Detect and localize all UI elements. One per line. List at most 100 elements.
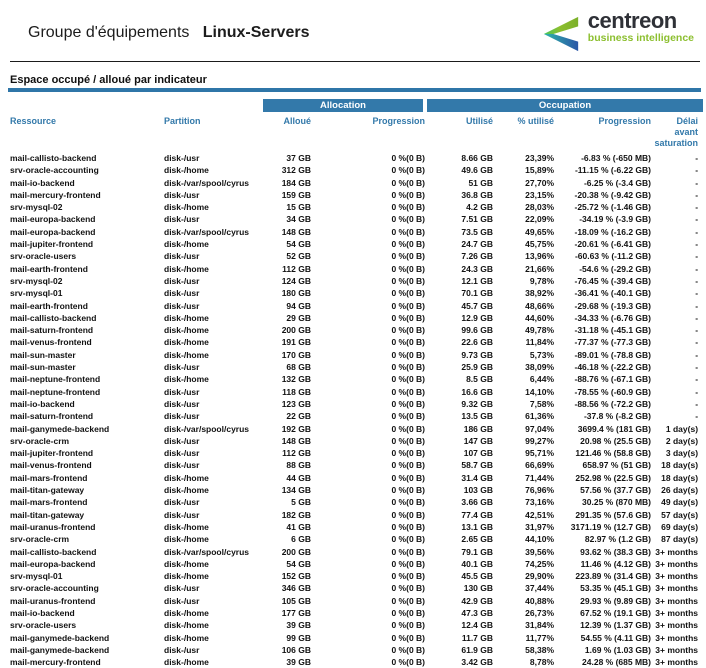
cell-allocation-progression: 0 %(0 B) (391, 263, 426, 274)
logo-brand-text: centreon (587, 8, 677, 33)
cell-used: 12.4 GB (461, 620, 494, 631)
cell-used: 7.26 GB (461, 251, 494, 262)
cell-used-percent: 31,84% (525, 620, 555, 631)
cell-occupation-progression: 3699.4 % (181 GB) (577, 423, 652, 434)
cell-used: 47.3 GB (461, 607, 494, 618)
cell-resource: mail-neptune-frontend (10, 386, 101, 397)
cell-saturation-delay: 3+ months (655, 607, 699, 618)
cell-used: 12.1 GB (461, 275, 494, 286)
cell-allocation-progression: 0 %(0 B) (391, 460, 426, 471)
cell-occupation-progression: 11.46 % (4.12 GB) (580, 558, 652, 569)
cell-allocation-progression: 0 %(0 B) (391, 189, 426, 200)
cell-resource: mail-io-backend (10, 177, 75, 188)
cell-allocated: 6 GB (291, 534, 311, 545)
cell-partition: disk-/usr (164, 288, 200, 299)
cell-allocation-progression: 0 %(0 B) (391, 644, 426, 655)
cell-allocation-progression: 0 %(0 B) (391, 300, 426, 311)
cell-partition: disk-/var/spool/cyrus (164, 423, 250, 434)
cell-allocation-progression: 0 %(0 B) (391, 165, 426, 176)
cell-allocated: 68 GB (286, 362, 311, 373)
cell-occupation-progression: 53.35 % (45.1 GB) (580, 583, 652, 594)
cell-resource: mail-callisto-backend (10, 153, 97, 163)
cell-used-percent: 39,56% (525, 546, 555, 557)
cell-resource: mail-sun-master (10, 362, 76, 373)
cell-allocated: 112 GB (282, 448, 311, 459)
cell-used: 4.2 GB (466, 202, 494, 213)
cell-used: 45.7 GB (461, 300, 494, 311)
cell-partition: disk-/usr (164, 411, 200, 422)
cell-saturation-delay: - (695, 251, 699, 262)
cell-allocation-progression: 0 %(0 B) (391, 312, 426, 323)
cell-used-percent: 44,60% (525, 312, 555, 323)
cell-allocated: 34 GB (286, 214, 311, 225)
cell-allocated: 106 GB (281, 644, 311, 655)
cell-partition: disk-/home (164, 521, 209, 532)
table-row: mail-uranus-frontend disk-/home 41 GB 0 … (10, 521, 703, 533)
column-header-used: Utilisé (466, 116, 494, 126)
cell-used: 36.8 GB (461, 189, 494, 200)
cell-resource: mail-ganymede-backend (10, 423, 110, 434)
cell-saturation-delay: - (695, 386, 699, 397)
cell-allocated: 200 GB (281, 546, 311, 557)
cell-allocated: 134 GB (281, 485, 311, 496)
table-group-header-row: Allocation Occupation (10, 99, 704, 112)
table-row: mail-saturn-frontend disk-/usr 22 GB 0 %… (10, 410, 703, 422)
cell-allocated: 54 GB (286, 239, 311, 250)
cell-occupation-progression: 12.39 % (1.37 GB) (580, 620, 652, 631)
cell-partition: disk-/var/spool/cyrus (164, 546, 250, 557)
table-row: mail-titan-gateway disk-/home 134 GB 0 %… (10, 484, 703, 496)
cell-used-percent: 26,73% (525, 607, 555, 618)
cell-allocated: 52 GB (286, 251, 311, 262)
cell-saturation-delay: - (695, 177, 699, 188)
cell-allocated: 148 GB (281, 226, 311, 237)
cell-occupation-progression: -78.55 % (-60.9 GB) (574, 386, 652, 397)
cell-allocated: 124 GB (281, 275, 311, 286)
cell-saturation-delay: - (695, 337, 699, 348)
cell-allocated: 22 GB (286, 411, 311, 422)
cell-allocation-progression: 0 %(0 B) (391, 411, 426, 422)
cell-used-percent: 27,70% (525, 177, 555, 188)
cell-allocated: 152 GB (281, 571, 311, 582)
cell-used-percent: 11,84% (525, 337, 555, 348)
cell-saturation-delay: - (695, 153, 699, 163)
cell-allocation-progression: 0 %(0 B) (391, 583, 426, 594)
table-row: srv-oracle-crm disk-/usr 148 GB 0 %(0 B)… (10, 435, 703, 447)
table-row: mail-venus-frontend disk-/usr 88 GB 0 %(… (10, 459, 703, 471)
cell-used-percent: 97,04% (525, 423, 555, 434)
cell-occupation-progression: -88.56 % (-72.2 GB) (574, 398, 652, 409)
cell-resource: mail-europa-backend (10, 214, 96, 225)
table-row: mail-ganymede-backend disk-/usr 106 GB 0… (10, 644, 703, 656)
cell-used-percent: 44,10% (525, 534, 555, 545)
cell-allocated: 132 GB (281, 374, 311, 385)
cell-used: 11.7 GB (461, 632, 494, 643)
cell-resource: mail-ganymede-backend (10, 644, 110, 655)
cell-partition: disk-/usr (164, 595, 200, 606)
cell-occupation-progression: -36.41 % (-40.1 GB) (574, 288, 652, 299)
cell-occupation-progression: -76.45 % (-39.4 GB) (574, 275, 652, 286)
cell-allocation-progression: 0 %(0 B) (391, 534, 426, 545)
cell-resource: srv-oracle-crm (10, 435, 70, 446)
cell-allocated: 5 GB (291, 497, 311, 508)
cell-used-percent: 74,25% (525, 558, 555, 569)
cell-saturation-delay: - (695, 300, 699, 311)
cell-partition: disk-/usr (164, 509, 200, 520)
cell-resource: mail-callisto-backend (10, 312, 97, 323)
cell-allocated: 118 GB (282, 386, 311, 397)
cell-resource: srv-mysql-02 (10, 202, 63, 213)
cell-partition: disk-/usr (164, 644, 200, 655)
cell-used: 79.1 GB (461, 546, 494, 557)
cell-saturation-delay: 18 day(s) (661, 472, 699, 483)
cell-saturation-delay: - (695, 411, 699, 422)
table-row: mail-callisto-backend disk-/home 29 GB 0… (10, 312, 703, 324)
cell-occupation-progression: -60.63 % (-11.2 GB) (574, 251, 652, 262)
cell-allocation-progression: 0 %(0 B) (391, 558, 426, 569)
cell-partition: disk-/home (164, 558, 209, 569)
cell-resource: mail-venus-frontend (10, 460, 92, 471)
table-row: mail-titan-gateway disk-/usr 182 GB 0 %(… (10, 509, 703, 521)
cell-resource: mail-titan-gateway (10, 509, 85, 520)
table-row: srv-mysql-01 disk-/home 152 GB 0 %(0 B) … (10, 570, 703, 582)
cell-used: 3.42 GB (461, 657, 494, 668)
cell-partition: disk-/usr (164, 460, 200, 471)
cell-used-percent: 15,89% (525, 165, 555, 176)
cell-allocation-progression: 0 %(0 B) (391, 497, 426, 508)
